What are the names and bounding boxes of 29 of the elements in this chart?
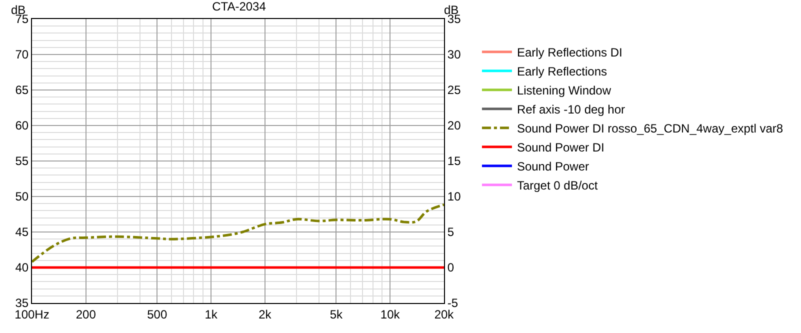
legend-label: Sound Power DI: [516, 140, 604, 155]
x-tick-label: 1k: [204, 307, 218, 322]
y2-tick-label: 0: [447, 260, 454, 275]
y2-tick-label: 25: [447, 83, 462, 98]
legend-label: Target 0 dB/oct: [516, 178, 598, 193]
y-tick-label: 45: [15, 225, 29, 240]
x-tick-label: 2k: [258, 307, 272, 322]
y2-tick-label: 5: [447, 225, 454, 240]
x-tick-label: 5k: [330, 307, 344, 322]
y-tick-label: 70: [15, 48, 29, 62]
chart-title: CTA-2034: [212, 0, 266, 14]
legend-label: Early Reflections: [516, 64, 608, 79]
legend-label: Listening Window: [516, 84, 612, 98]
x-tick-label: 200: [76, 307, 96, 322]
legend-label: Sound Power: [516, 160, 590, 174]
y2-tick-label: 30: [447, 48, 462, 62]
legend-label: Ref axis -10 deg hor: [516, 102, 626, 117]
legend-label: Sound Power DI rosso_65_CDN_4way_exptl var8: [516, 122, 784, 136]
legend-label: Early Reflections DI: [516, 46, 622, 60]
y-tick-label: 60: [15, 118, 29, 133]
y-tick-label: 55: [15, 154, 29, 168]
x-tick-label: 500: [147, 307, 168, 322]
y-tick-label: 65: [15, 83, 29, 98]
y2-tick-label: 10: [447, 190, 462, 204]
y-tick-label: 50: [15, 190, 29, 204]
y2-tick-label: 20: [447, 118, 462, 133]
y2-tick-label: 15: [447, 154, 462, 168]
x-tick-label: 10k: [380, 307, 401, 322]
y-tick-label: 40: [15, 260, 29, 275]
